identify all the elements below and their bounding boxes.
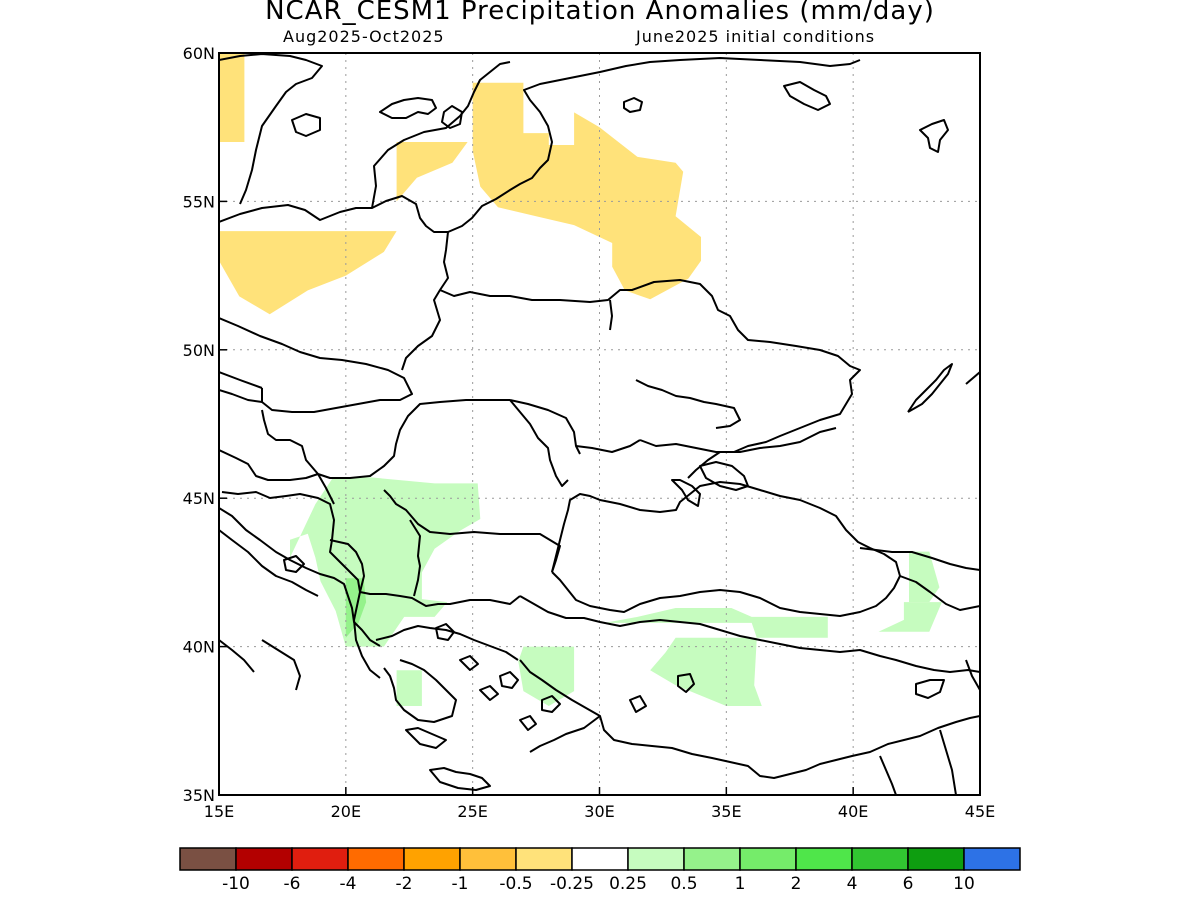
colorbar-swatch bbox=[235, 847, 293, 871]
map-title: NCAR_CESM1 Precipitation Anomalies (mm/d… bbox=[265, 0, 935, 26]
anomaly-region-6 bbox=[396, 670, 422, 706]
colorbar-legend: -10 -6 -4 -2 -1 -0.5 -0.25 0.25 0.5 1 2 4 6 10 bbox=[179, 847, 1021, 894]
colorbar-label: 6 bbox=[903, 874, 914, 894]
anomaly-region-9 bbox=[650, 637, 762, 706]
colorbar-swatch bbox=[459, 847, 517, 871]
colorbar-label: -10 bbox=[222, 874, 250, 894]
anomaly-layer bbox=[219, 53, 942, 706]
colorbar-label: 4 bbox=[847, 874, 858, 894]
colorbar-swatch bbox=[403, 847, 461, 871]
colorbar-swatch bbox=[347, 847, 405, 871]
colorbar-label: -4 bbox=[340, 874, 357, 894]
colorbar-label: -1 bbox=[452, 874, 469, 894]
colorbar-swatch bbox=[571, 847, 629, 871]
lon-tick-label: 35E bbox=[711, 802, 741, 821]
colorbar-label: 0.5 bbox=[670, 874, 697, 894]
colorbar-label: -2 bbox=[396, 874, 413, 894]
colorbar-swatch bbox=[907, 847, 965, 871]
lat-tick-label: 55N bbox=[183, 192, 215, 211]
lat-tick-label: 45N bbox=[183, 489, 215, 508]
lat-tick-label: 35N bbox=[183, 786, 215, 805]
colorbar-label: -6 bbox=[284, 874, 301, 894]
axis-labels: 15E 20E 25E 30E 35E 40E 45E 60N 55N 50N 45N 40N 35N bbox=[183, 44, 996, 821]
lat-tick-label: 40N bbox=[183, 638, 215, 657]
colorbar-label: 1 bbox=[735, 874, 746, 894]
anomaly-region-4 bbox=[290, 477, 481, 647]
colorbar-swatch bbox=[851, 847, 909, 871]
lon-tick-label: 20E bbox=[331, 802, 361, 821]
anomaly-region-1 bbox=[219, 231, 397, 315]
colorbar-swatch bbox=[963, 847, 1021, 871]
anomaly-region-0 bbox=[219, 53, 245, 142]
anomaly-region-8 bbox=[604, 608, 828, 638]
colorbar-label: 10 bbox=[953, 874, 975, 894]
coastlines-borders bbox=[219, 53, 980, 795]
lat-tick-label: 50N bbox=[183, 341, 215, 360]
init-subtitle: June2025 initial conditions bbox=[636, 27, 876, 46]
lon-tick-label: 25E bbox=[457, 802, 487, 821]
lat-lon-grid bbox=[218, 52, 981, 796]
anomaly-region-7 bbox=[518, 646, 575, 706]
colorbar-label: 2 bbox=[791, 874, 802, 894]
map-frame bbox=[218, 52, 981, 796]
lat-tick-label: 60N bbox=[183, 44, 215, 63]
lon-tick-label: 40E bbox=[838, 802, 868, 821]
colorbar-swatch bbox=[291, 847, 349, 871]
colorbar-swatch bbox=[683, 847, 741, 871]
colorbar-label: 0.25 bbox=[609, 874, 647, 894]
lon-tick-label: 30E bbox=[584, 802, 614, 821]
lon-tick-label: 15E bbox=[204, 802, 234, 821]
colorbar-label: -0.5 bbox=[499, 874, 532, 894]
colorbar-swatch bbox=[179, 847, 237, 871]
anomaly-region-11 bbox=[909, 551, 940, 603]
lon-tick-label: 45E bbox=[965, 802, 995, 821]
anomaly-region-10 bbox=[878, 602, 942, 632]
colorbar-label: -0.25 bbox=[550, 874, 594, 894]
anomaly-region-3 bbox=[472, 82, 701, 300]
colorbar-swatch bbox=[627, 847, 685, 871]
period-subtitle: Aug2025-Oct2025 bbox=[283, 27, 445, 46]
colorbar-swatch bbox=[515, 847, 573, 871]
colorbar-swatch bbox=[739, 847, 797, 871]
colorbar-swatch bbox=[795, 847, 853, 871]
anomaly-region-2 bbox=[396, 142, 468, 202]
